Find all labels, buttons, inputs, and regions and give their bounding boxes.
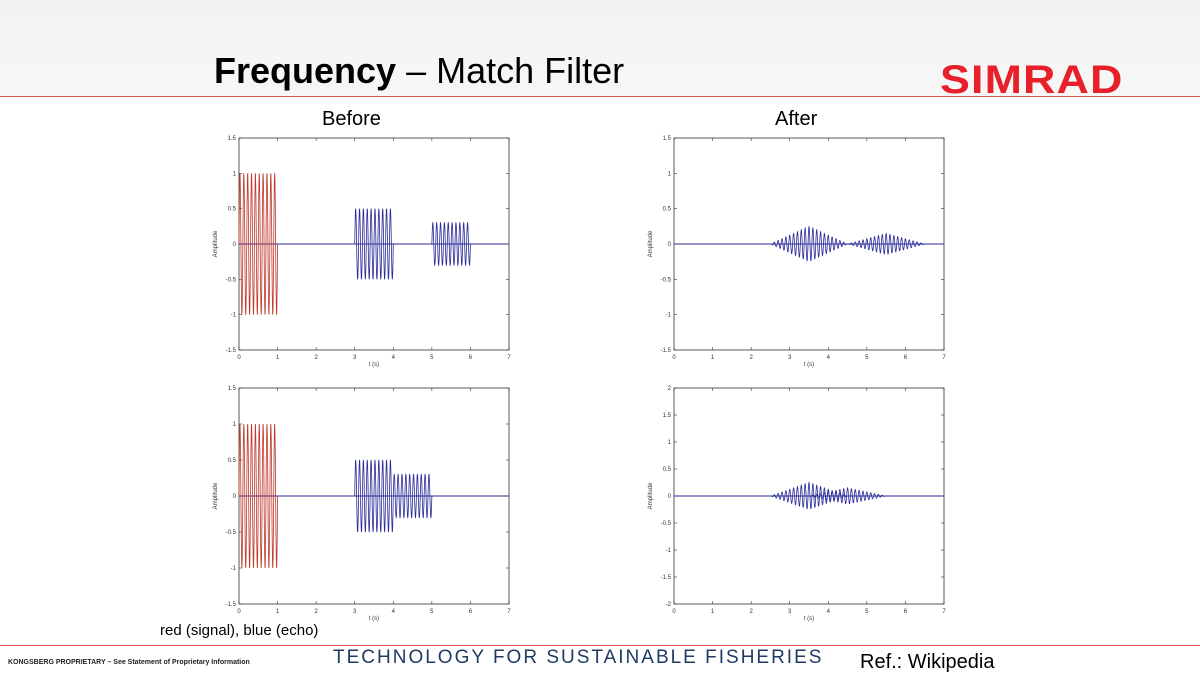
y-tick-label: 0 <box>668 242 672 248</box>
x-tick-label: 1 <box>276 609 280 615</box>
slide-title-rest: – Match Filter <box>396 50 625 91</box>
y-tick-label: 0 <box>668 494 672 500</box>
y-tick-label: 0 <box>233 242 237 248</box>
x-tick-label: 5 <box>430 609 434 615</box>
after-label: After <box>775 108 818 130</box>
y-tick-label: 1 <box>668 440 672 446</box>
x-tick-label: 0 <box>237 355 241 361</box>
chart-before-bottom: 0 1 2 3 4 5 6 7 -1.5 -1 -0.5 0 0.5 1 1.5 t (s) Amplitude <box>213 386 511 622</box>
signal-burst <box>354 459 394 533</box>
y-tick-label: -1.5 <box>226 348 237 354</box>
header-band <box>0 0 1200 96</box>
x-tick-label: 0 <box>237 609 241 615</box>
y-tick-label: -1 <box>666 313 672 319</box>
y-tick-label: 1 <box>233 171 237 177</box>
legend-caption: red (signal), blue (echo) <box>160 622 319 639</box>
x-axis-label: t (s) <box>369 616 379 622</box>
simrad-logo: SIMRAD <box>940 58 1124 102</box>
x-tick-label: 6 <box>904 355 908 361</box>
footer-proprietary: KONGSBERG PROPRIETARY – See Statement of… <box>8 659 250 666</box>
y-tick-label: -0.5 <box>226 530 237 536</box>
x-tick-label: 6 <box>469 609 473 615</box>
chart-after-bottom: 0 1 2 3 4 5 6 7 -2 -1.5 -1 -0.5 0 0.5 1 1.5 2 t (s) Amplit… <box>648 386 946 622</box>
y-tick-label: 0 <box>233 494 237 500</box>
y-tick-label: -1 <box>231 313 237 319</box>
x-tick-label: 4 <box>827 609 831 615</box>
slide-title-bold: Frequency <box>214 50 397 91</box>
y-tick-label: 1.5 <box>663 413 672 419</box>
x-tick-label: 0 <box>672 355 676 361</box>
x-tick-label: 7 <box>942 355 946 361</box>
y-tick-label: 1.5 <box>663 136 672 142</box>
x-tick-label: 3 <box>788 355 792 361</box>
slide-title: Frequency – Match Filter <box>214 50 624 92</box>
x-tick-label: 1 <box>276 355 280 361</box>
header-rule <box>0 96 1200 97</box>
x-tick-label: 4 <box>827 355 831 361</box>
x-tick-label: 7 <box>942 609 946 615</box>
signal-burst <box>238 173 278 315</box>
x-tick-label: 2 <box>314 609 318 615</box>
filter-output-peak <box>808 487 887 505</box>
x-tick-label: 7 <box>507 609 511 615</box>
y-tick-label: -1.5 <box>226 602 237 608</box>
x-tick-label: 5 <box>865 609 869 615</box>
y-tick-label: -0.5 <box>226 277 237 283</box>
y-axis-label: Amplitude <box>648 230 654 257</box>
y-tick-label: 0.5 <box>663 467 672 473</box>
y-tick-label: -1 <box>666 548 672 554</box>
chart-after-top: 0 1 2 3 4 5 6 7 -1.5 -1 -0.5 0 0.5 1 1.5 t (s) Amplitude <box>648 136 946 368</box>
y-tick-label: -1.5 <box>661 575 672 581</box>
x-tick-label: 2 <box>749 355 753 361</box>
signal-burst <box>238 423 278 569</box>
x-tick-label: 3 <box>353 355 357 361</box>
y-tick-label: 0.5 <box>663 207 672 213</box>
footer-tagline: TECHNOLOGY FOR SUSTAINABLE FISHERIES <box>333 647 824 668</box>
x-tick-label: 2 <box>749 609 753 615</box>
x-axis-label: t (s) <box>369 362 379 368</box>
x-tick-label: 5 <box>430 355 434 361</box>
y-tick-label: 1 <box>668 171 672 177</box>
y-tick-label: -1 <box>231 566 237 572</box>
reference-note: Ref.: Wikipedia <box>860 651 995 673</box>
y-axis-label: Amplitude <box>213 482 219 509</box>
y-tick-label: -1.5 <box>661 348 672 354</box>
x-tick-label: 3 <box>353 609 357 615</box>
filter-output-peak <box>770 226 848 262</box>
chart-before-top: 0 1 2 3 4 5 6 7 -1.5 -1 -0.5 0 0.5 1 1.5 t (s) Amplitude <box>213 136 511 368</box>
x-tick-label: 7 <box>507 355 511 361</box>
y-tick-label: 1 <box>233 422 237 428</box>
signal-burst <box>392 473 433 519</box>
y-tick-label: 0.5 <box>228 458 237 464</box>
y-tick-label: -0.5 <box>661 277 672 283</box>
signal-burst <box>354 208 394 280</box>
x-axis-label: t (s) <box>804 616 814 622</box>
x-tick-label: 1 <box>711 609 715 615</box>
footer-rule <box>0 645 1200 646</box>
y-tick-label: 0.5 <box>228 207 237 213</box>
y-tick-label: 1.5 <box>228 136 237 142</box>
x-tick-label: 4 <box>392 609 396 615</box>
y-axis-label: Amplitude <box>213 230 219 257</box>
x-tick-label: 6 <box>904 609 908 615</box>
x-tick-label: 1 <box>711 355 715 361</box>
y-axis-label: Amplitude <box>648 482 654 509</box>
x-tick-label: 6 <box>469 355 473 361</box>
x-tick-label: 4 <box>392 355 396 361</box>
y-tick-label: -2 <box>666 602 672 608</box>
x-tick-label: 5 <box>865 355 869 361</box>
y-tick-label: 1.5 <box>228 386 237 392</box>
signal-burst <box>431 221 471 267</box>
before-label: Before <box>322 108 381 130</box>
x-tick-label: 3 <box>788 609 792 615</box>
y-tick-label: 2 <box>668 386 672 392</box>
filter-output-peak <box>847 232 925 255</box>
x-axis-label: t (s) <box>804 362 814 368</box>
y-tick-label: -0.5 <box>661 521 672 527</box>
x-tick-label: 0 <box>672 609 676 615</box>
x-tick-label: 2 <box>314 355 318 361</box>
